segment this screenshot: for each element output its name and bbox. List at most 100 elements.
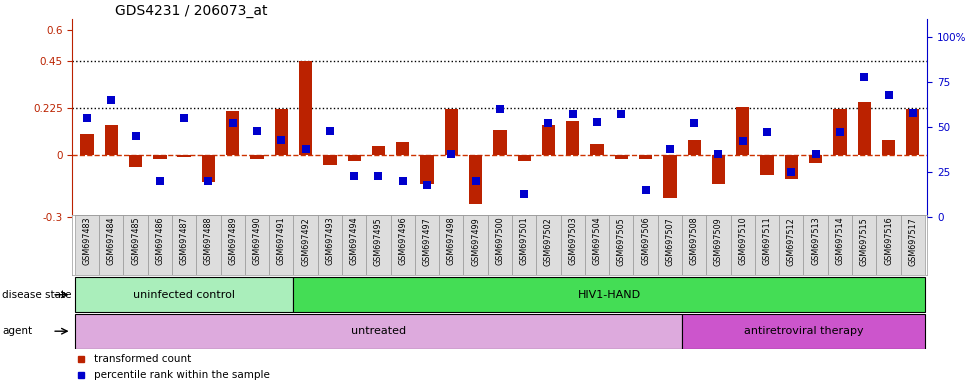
Point bbox=[857, 74, 872, 80]
Point bbox=[225, 121, 241, 127]
Bar bbox=[858, 103, 871, 154]
Point bbox=[759, 129, 775, 136]
Bar bbox=[464, 215, 488, 275]
Bar bbox=[75, 277, 294, 312]
Bar bbox=[415, 215, 440, 275]
Text: untreated: untreated bbox=[351, 326, 406, 336]
Text: GSM697497: GSM697497 bbox=[422, 217, 432, 266]
Point bbox=[468, 178, 483, 184]
Text: GSM697501: GSM697501 bbox=[520, 217, 528, 265]
Point bbox=[613, 111, 629, 118]
Point bbox=[443, 151, 459, 157]
Point bbox=[735, 138, 751, 144]
Text: disease state: disease state bbox=[2, 290, 71, 300]
Text: GSM697487: GSM697487 bbox=[180, 217, 188, 265]
Bar bbox=[900, 215, 924, 275]
Bar bbox=[440, 215, 464, 275]
Bar bbox=[366, 215, 390, 275]
Bar bbox=[148, 215, 172, 275]
Text: GSM697505: GSM697505 bbox=[617, 217, 626, 266]
Text: percentile rank within the sample: percentile rank within the sample bbox=[94, 370, 270, 381]
Bar bbox=[780, 215, 804, 275]
Bar bbox=[809, 154, 822, 163]
Point bbox=[662, 146, 677, 152]
Point bbox=[273, 137, 289, 143]
Point bbox=[565, 111, 581, 118]
Bar bbox=[610, 215, 634, 275]
Bar bbox=[590, 144, 604, 154]
Point bbox=[298, 146, 313, 152]
Bar bbox=[906, 109, 920, 154]
Bar bbox=[294, 215, 318, 275]
Bar bbox=[294, 277, 924, 312]
Point bbox=[103, 97, 119, 103]
Text: GSM697511: GSM697511 bbox=[762, 217, 772, 265]
Bar bbox=[760, 154, 774, 175]
Bar bbox=[664, 154, 676, 198]
Bar bbox=[712, 154, 725, 184]
Bar bbox=[852, 215, 876, 275]
Text: GSM697499: GSM697499 bbox=[471, 217, 480, 266]
Text: GSM697483: GSM697483 bbox=[82, 217, 92, 265]
Bar bbox=[75, 215, 99, 275]
Point bbox=[177, 115, 192, 121]
Text: GSM697516: GSM697516 bbox=[884, 217, 893, 265]
Bar bbox=[396, 142, 410, 154]
Text: GSM697507: GSM697507 bbox=[666, 217, 674, 266]
Bar bbox=[372, 146, 385, 154]
Text: GSM697502: GSM697502 bbox=[544, 217, 553, 266]
Text: GSM697504: GSM697504 bbox=[592, 217, 602, 265]
Text: GSM697508: GSM697508 bbox=[690, 217, 698, 265]
Bar bbox=[420, 154, 434, 184]
Point bbox=[492, 106, 508, 112]
Bar bbox=[536, 215, 560, 275]
Text: uninfected control: uninfected control bbox=[133, 290, 235, 300]
Text: GSM697493: GSM697493 bbox=[326, 217, 334, 265]
Point bbox=[589, 119, 605, 125]
Bar bbox=[658, 215, 682, 275]
Bar bbox=[882, 140, 895, 154]
Text: GSM697512: GSM697512 bbox=[787, 217, 796, 266]
Text: GSM697496: GSM697496 bbox=[398, 217, 408, 265]
Bar bbox=[706, 215, 730, 275]
Bar bbox=[804, 215, 828, 275]
Text: GSM697500: GSM697500 bbox=[496, 217, 504, 265]
Point bbox=[783, 169, 799, 175]
Text: GSM697488: GSM697488 bbox=[204, 217, 213, 265]
Point bbox=[128, 133, 143, 139]
Bar bbox=[784, 154, 798, 179]
Point bbox=[687, 121, 702, 127]
Text: GSM697489: GSM697489 bbox=[228, 217, 238, 265]
Bar bbox=[876, 215, 900, 275]
Point bbox=[711, 151, 726, 157]
Bar bbox=[614, 154, 628, 159]
Bar bbox=[324, 154, 336, 165]
Text: GSM697514: GSM697514 bbox=[836, 217, 844, 265]
Text: antiretroviral therapy: antiretroviral therapy bbox=[744, 326, 864, 336]
Text: GSM697494: GSM697494 bbox=[350, 217, 358, 265]
Bar bbox=[270, 215, 294, 275]
Text: GSM697503: GSM697503 bbox=[568, 217, 578, 265]
Point bbox=[323, 127, 338, 134]
Bar bbox=[318, 215, 342, 275]
Point bbox=[347, 172, 362, 179]
Text: GSM697485: GSM697485 bbox=[131, 217, 140, 265]
Text: GSM697506: GSM697506 bbox=[641, 217, 650, 265]
Bar bbox=[245, 215, 270, 275]
Bar bbox=[639, 154, 652, 159]
Text: GDS4231 / 206073_at: GDS4231 / 206073_at bbox=[115, 4, 268, 18]
Bar bbox=[634, 215, 658, 275]
Bar bbox=[754, 215, 780, 275]
Text: transformed count: transformed count bbox=[94, 354, 191, 364]
Bar bbox=[390, 215, 415, 275]
Point bbox=[201, 178, 216, 184]
Point bbox=[517, 190, 532, 197]
Text: GSM697515: GSM697515 bbox=[860, 217, 868, 266]
Point bbox=[153, 178, 168, 184]
Bar bbox=[518, 154, 531, 161]
Bar bbox=[154, 154, 166, 159]
Bar bbox=[75, 314, 682, 349]
Bar bbox=[560, 215, 584, 275]
Text: GSM697517: GSM697517 bbox=[908, 217, 918, 266]
Bar bbox=[736, 107, 750, 154]
